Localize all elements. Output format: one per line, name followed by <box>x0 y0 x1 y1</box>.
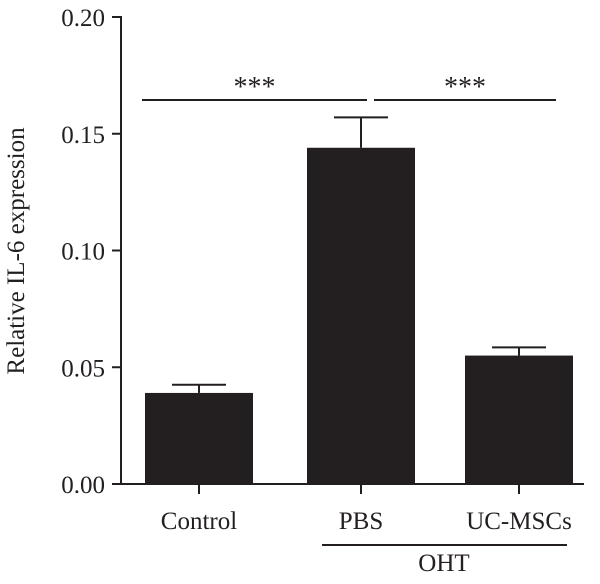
y-tick-label: 0.15 <box>61 122 105 149</box>
error-bars <box>172 116 546 393</box>
x-category-label: Control <box>161 508 237 535</box>
y-tick-label: 0.10 <box>61 239 105 266</box>
bar-pbs <box>307 147 415 484</box>
group-annotation: OHT <box>322 544 567 577</box>
x-category-label: UC-MSCs <box>466 508 572 535</box>
significance-annotations: *** *** <box>142 72 556 103</box>
group-label: OHT <box>418 550 469 577</box>
significance-label: *** <box>444 72 486 103</box>
y-tick-label: 0.00 <box>61 472 105 499</box>
y-tick-label: 0.20 <box>61 5 105 32</box>
bar-uc-mscs <box>465 355 573 484</box>
x-category-label: PBS <box>339 508 383 535</box>
x-axis <box>121 483 584 494</box>
y-tick-label: 0.05 <box>61 355 105 382</box>
x-category-labels: Control PBS UC-MSCs <box>161 508 572 535</box>
y-axis-label: Relative IL-6 expression <box>3 127 30 375</box>
bars <box>145 147 573 484</box>
significance-label: *** <box>234 72 276 103</box>
y-axis: 0.00 0.05 0.10 0.15 0.20 <box>61 5 122 499</box>
bar-control <box>145 392 253 484</box>
